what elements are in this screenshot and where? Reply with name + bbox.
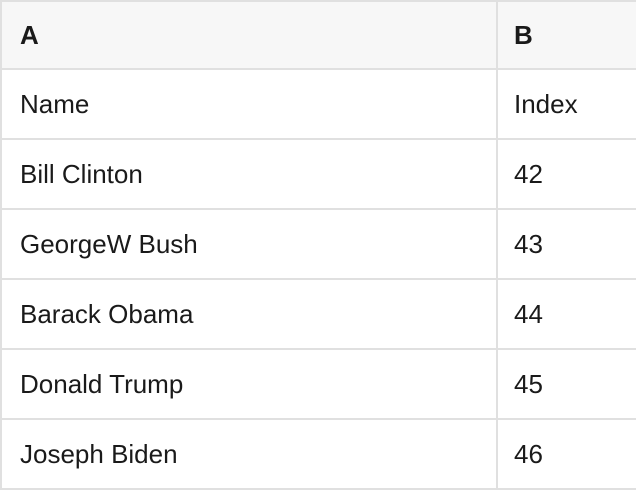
cell-b4[interactable]: 44 [514,299,543,329]
cell-a2[interactable]: Bill Clinton [2,140,498,208]
table-row: Donald Trump 45 [2,350,636,420]
cell-a3[interactable]: GeorgeW Bush [2,210,498,278]
cell-a4[interactable]: Barack Obama [2,280,498,348]
table-row: Bill Clinton 42 [2,140,636,210]
cell-a6[interactable]: Joseph Biden [2,420,498,488]
cell-b1[interactable]: Index [514,89,578,119]
cell-b6[interactable]: 46 [514,439,543,469]
cell-b3[interactable]: 43 [514,229,543,259]
cell-b2[interactable]: 42 [514,159,543,189]
column-header-a[interactable]: A [2,2,498,68]
cell-a1[interactable]: Name [2,70,498,138]
cell-b5[interactable]: 45 [514,369,543,399]
table-row: Joseph Biden 46 [2,420,636,490]
cell-a5[interactable]: Donald Trump [2,350,498,418]
column-header-b[interactable]: B [514,20,533,50]
table-row: GeorgeW Bush 43 [2,210,636,280]
table-row: Barack Obama 44 [2,280,636,350]
column-header-row: A B [2,2,636,70]
table-row: Name Index [2,70,636,140]
